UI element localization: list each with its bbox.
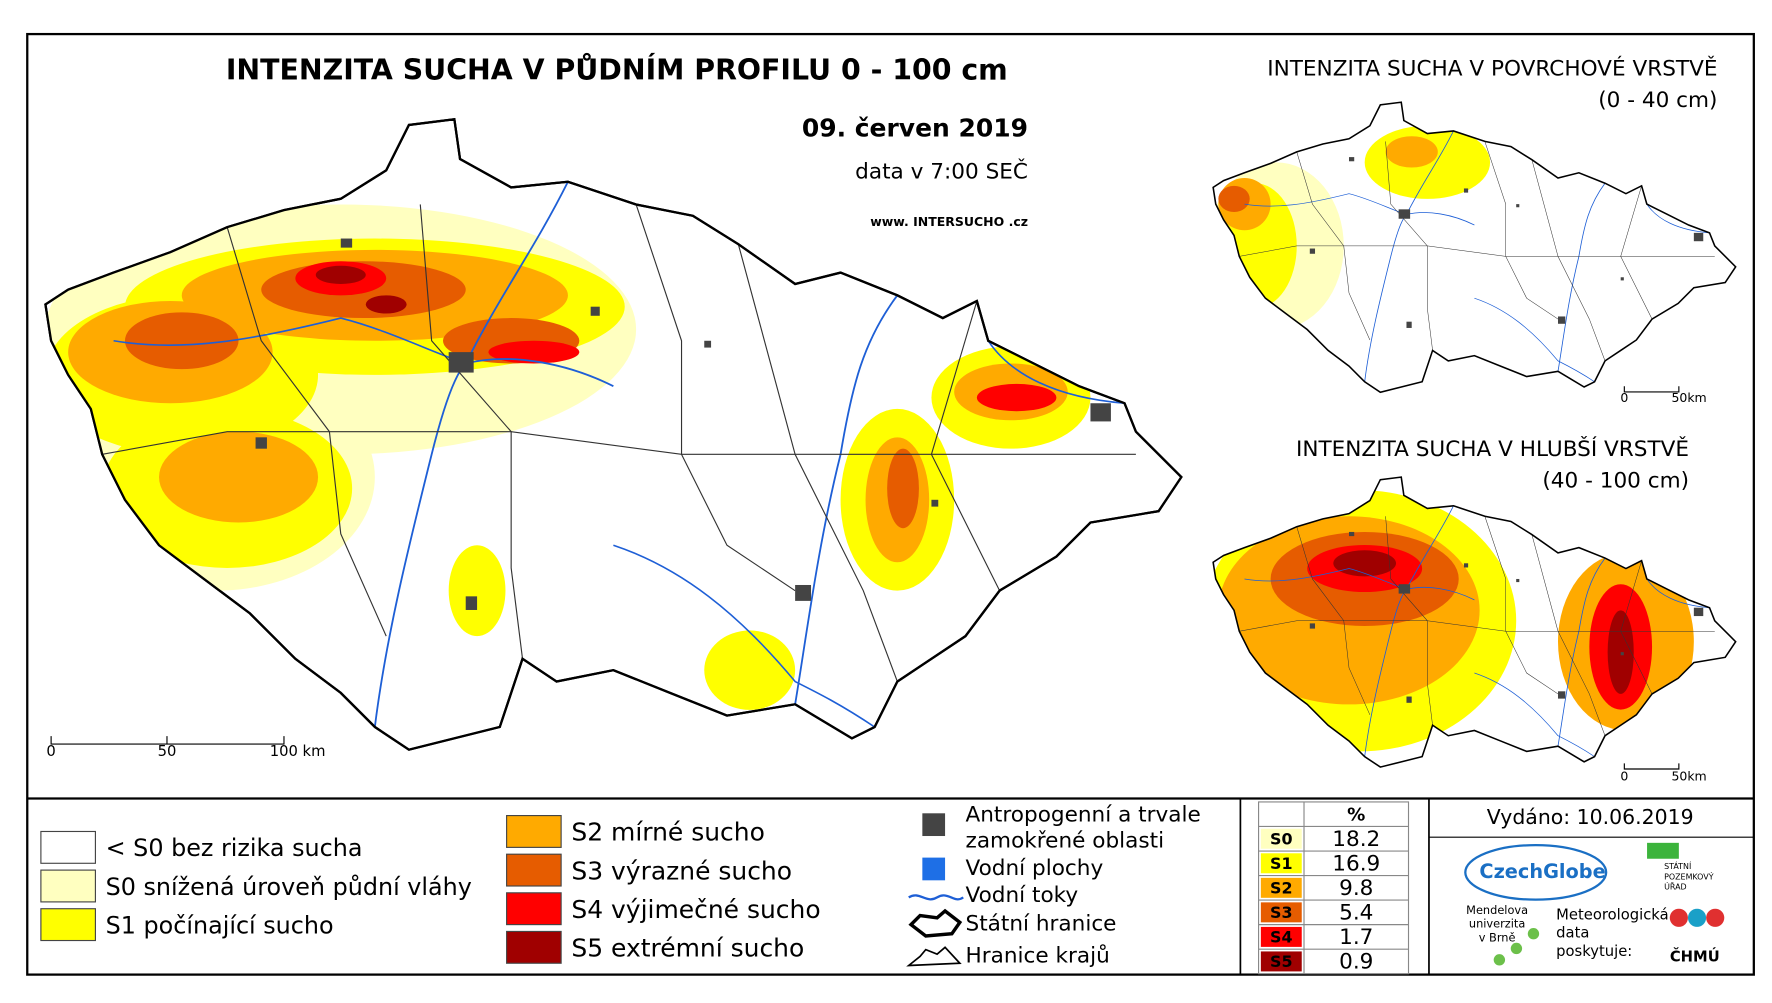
class-swatch: [1260, 828, 1302, 849]
legend-label: S1 počínající sucho: [106, 911, 334, 939]
legend-swatch: [506, 815, 562, 848]
class-swatch: [1260, 877, 1302, 898]
legend-label: zamokřené oblasti: [966, 829, 1165, 854]
legend-swatch: [40, 830, 96, 864]
scale-label: 0: [1620, 390, 1628, 405]
class-label: S4: [1270, 928, 1293, 947]
logo-shape: [1464, 843, 1608, 901]
legend-swatch: [506, 892, 562, 926]
legend-icon: [922, 813, 946, 837]
class-percent: 0.9: [1339, 950, 1373, 975]
legend-icon: [908, 908, 963, 938]
legend-icon: [922, 857, 946, 881]
class-swatch: [1260, 951, 1302, 972]
class-label: S2: [1270, 878, 1293, 897]
legend-icon: [906, 946, 962, 967]
class-percent: 1.7: [1339, 925, 1373, 950]
stats-header: %: [1347, 804, 1365, 825]
logo-mendelu: univerzita: [1469, 917, 1525, 931]
stats-table: [1258, 801, 1410, 975]
website: www. INTERSUCHO .cz: [870, 214, 1028, 229]
class-swatch: [1260, 926, 1302, 947]
logo-chmi-note: poskytuje:: [1556, 943, 1632, 960]
inset-map-surface: [1212, 101, 1737, 394]
logo-czechglobe: CzechGlobe: [1479, 860, 1605, 883]
logo-shape: [1647, 842, 1679, 859]
main-time: data v 7:00 SEČ: [855, 159, 1028, 185]
legend-label: Hranice krajů: [966, 943, 1110, 968]
class-percent: 18.2: [1332, 827, 1380, 852]
scale-label: 100 km: [270, 743, 326, 760]
issued-date: Vydáno: 10.06.2019: [1487, 805, 1694, 829]
legend-label: Antropogenní a trvale: [966, 803, 1201, 828]
logo-spu: STÁTNÍ: [1664, 860, 1692, 871]
class-label: S3: [1270, 903, 1293, 922]
class-percent: 9.8: [1339, 876, 1373, 901]
legend-label: Vodní plochy: [966, 856, 1104, 881]
legend-swatch: [40, 908, 96, 942]
logo-chmi: ČHMÚ: [1670, 948, 1720, 966]
inset-depth: (40 - 100 cm): [1542, 469, 1689, 494]
logo-chmi-note: Meteorologická: [1556, 907, 1668, 924]
logo-chmi-note: data: [1556, 925, 1589, 942]
class-percent: 5.4: [1339, 900, 1373, 925]
legend-label: S5 extrémní sucho: [571, 934, 804, 963]
class-label: S1: [1270, 854, 1293, 873]
class-label: S5: [1270, 952, 1293, 971]
scale-label: 0: [46, 743, 55, 760]
scale-label: 50: [158, 743, 177, 760]
legend-icon: [908, 894, 964, 901]
scale-label: 0: [1620, 768, 1628, 783]
legend-swatch: [40, 869, 96, 903]
logo-mendelu: v Brně: [1479, 930, 1516, 944]
scale-label: 50km: [1671, 768, 1706, 783]
logo-spu: POZEMKOVÝ: [1664, 870, 1714, 881]
legend-label: < S0 bez rizika sucha: [106, 834, 363, 862]
legend-label: S4 výjimečné sucho: [571, 895, 820, 924]
legend-label: Státní hranice: [966, 912, 1117, 937]
class-swatch: [1260, 853, 1302, 874]
main-title: INTENZITA SUCHA V PŮDNÍM PROFILU 0 - 100…: [226, 53, 1008, 87]
legend-swatch: [506, 930, 562, 964]
inset-depth: (0 - 40 cm): [1598, 88, 1717, 113]
class-label: S0: [1270, 829, 1293, 848]
legend-label: Vodní toky: [966, 883, 1079, 908]
class-percent: 16.9: [1332, 851, 1380, 876]
main-date: 09. červen 2019: [802, 113, 1028, 142]
legend-label: S2 mírné sucho: [571, 818, 765, 847]
inset-title: INTENZITA SUCHA V POVRCHOVÉ VRSTVĚ: [1267, 55, 1717, 81]
logo-spu: ÚŘAD: [1664, 881, 1687, 892]
class-swatch: [1260, 902, 1302, 923]
legend-label: S0 snížená úroveň půdní vláhy: [106, 873, 472, 901]
legend-label: S3 výrazné sucho: [571, 856, 792, 885]
legend-swatch: [506, 853, 562, 887]
logo-mendelu: Mendelova: [1466, 903, 1528, 917]
scale-label: 50km: [1671, 390, 1706, 405]
inset-title: INTENZITA SUCHA V HLUBŠÍ VRSTVĚ: [1296, 436, 1689, 462]
